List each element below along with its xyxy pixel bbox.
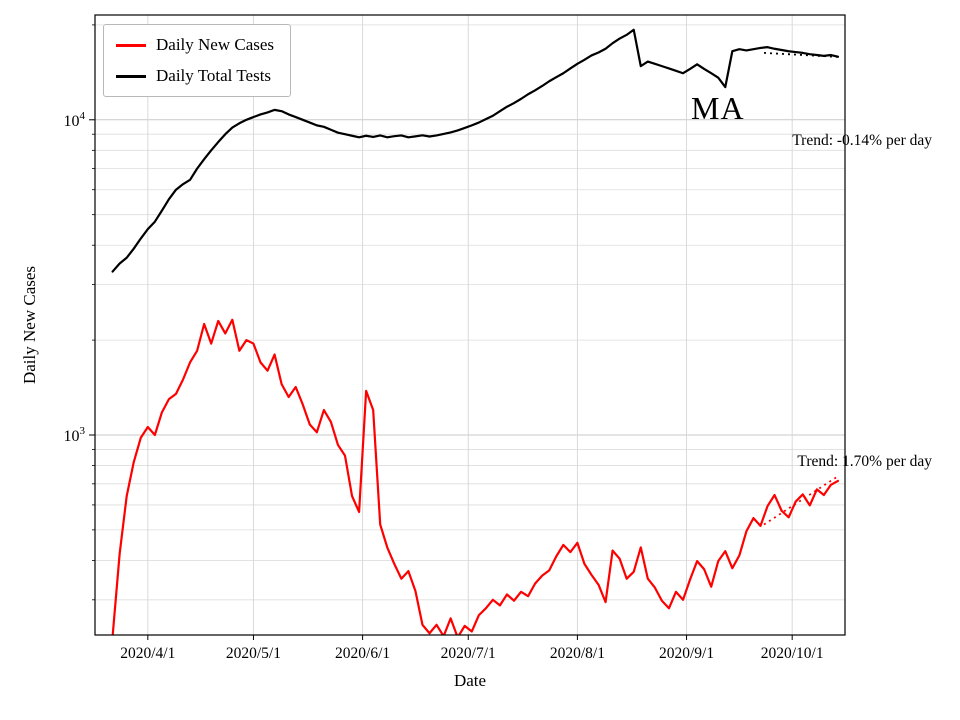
- cases-trend-label: Trend: 1.70% per day: [797, 453, 932, 470]
- x-tick-label: 2020/6/1: [335, 645, 390, 662]
- x-tick-label: 2020/8/1: [550, 645, 605, 662]
- legend-label-daily-new-cases: Daily New Cases: [156, 35, 275, 54]
- x-tick-label: 2020/4/1: [120, 645, 175, 662]
- daily-new-cases-swatch: [116, 43, 146, 47]
- x-tick-label: 2020/7/1: [441, 645, 496, 662]
- legend: Daily New Cases Daily Total Tests: [103, 24, 292, 97]
- state-annotation: MA: [691, 90, 745, 126]
- daily-total-tests-swatch: [116, 74, 146, 78]
- legend-item-daily-new-cases: Daily New Cases: [116, 35, 274, 55]
- x-tick-label: 2020/10/1: [761, 645, 824, 662]
- x-tick-label: 2020/9/1: [659, 645, 714, 662]
- axes-border: [94, 14, 846, 636]
- daily-total-tests-line: [111, 28, 840, 273]
- tests-trend-label: Trend: -0.14% per day: [792, 132, 932, 149]
- x-tick-label: 2020/5/1: [226, 645, 281, 662]
- daily-new-cases-line: [111, 318, 840, 635]
- y-tick-label: 104: [64, 110, 86, 130]
- y-axis-label: Daily New Cases: [20, 265, 39, 385]
- x-axis-label: Date: [453, 671, 487, 690]
- cases-trend-line: [763, 475, 839, 526]
- legend-label-daily-total-tests: Daily Total Tests: [156, 66, 272, 85]
- legend-item-daily-total-tests: Daily Total Tests: [116, 66, 274, 86]
- y-tick-label: 103: [64, 425, 86, 445]
